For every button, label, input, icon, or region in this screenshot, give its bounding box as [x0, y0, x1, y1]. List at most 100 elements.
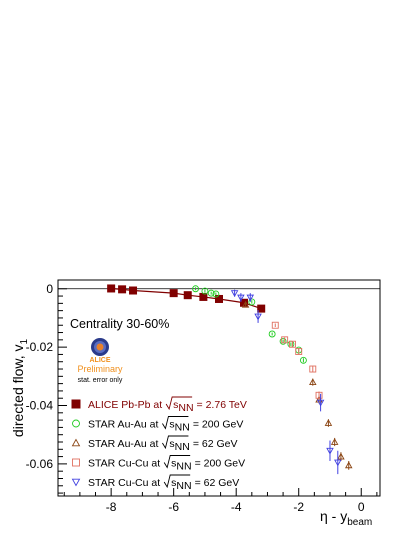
data-point: [344, 461, 353, 469]
data-point: [199, 292, 208, 301]
data-point: [330, 438, 339, 445]
data-point: [257, 304, 266, 313]
data-point: [192, 285, 200, 293]
x-tick-label: 0: [358, 500, 365, 514]
legend-energy: = 2.76 TeV: [197, 399, 247, 411]
y-tick-label: -0.02: [26, 340, 54, 354]
legend-energy: = 62 GeV: [195, 477, 240, 489]
legend-sqrt-subscript: NN: [175, 441, 190, 453]
x-tick-label: -8: [106, 500, 117, 514]
y-tick-label: 0: [46, 282, 53, 296]
sqrt-sign-icon: [163, 474, 191, 489]
data-point: [337, 452, 345, 460]
legend-label: STAR Au-Au at: [88, 438, 159, 450]
legend-label: STAR Cu-Cu at: [88, 477, 160, 489]
data-point: [169, 289, 178, 298]
data-point: [254, 313, 262, 321]
y-tick-label: -0.06: [26, 457, 54, 471]
data-point: [268, 330, 276, 338]
data-point: [240, 298, 249, 307]
legend-label: STAR Cu-Cu at: [88, 458, 160, 470]
data-point: [215, 294, 223, 303]
legend-sqrt-symbol: s: [169, 438, 174, 450]
series: [241, 300, 353, 470]
data-point: [71, 478, 81, 487]
data-point: [281, 336, 289, 344]
sqrt-sign-icon: [163, 455, 191, 469]
data-point: [316, 399, 325, 407]
y-tick-label: -0.04: [26, 399, 54, 413]
data-point: [118, 285, 127, 294]
legend-sqrt-subscript: NN: [176, 480, 191, 492]
data-point: [230, 290, 239, 298]
alice-logo-core: [96, 343, 104, 351]
legend-sqrt-symbol: s: [169, 419, 174, 431]
centrality-annotation: Centrality 30-60%: [70, 317, 169, 331]
alice-logo-text: ALICE: [90, 357, 111, 364]
legend-sqrt-subscript: NN: [178, 402, 193, 414]
series: [230, 289, 342, 475]
data-point: [315, 391, 323, 399]
data-point: [72, 419, 80, 428]
data-point: [71, 438, 81, 447]
legend-energy: = 62 GeV: [193, 438, 238, 450]
data-point: [72, 458, 80, 467]
data-point: [295, 348, 303, 355]
x-tick-label: -2: [293, 500, 304, 514]
sqrt-sign-icon: [165, 396, 193, 411]
data-point: [299, 356, 307, 364]
legend-entry: STAR Au-Au at s NN = 200 GeV: [72, 416, 244, 434]
plot-frame: [57, 279, 381, 497]
data-point: [326, 447, 334, 455]
data-point: [237, 294, 245, 302]
legend-sqrt-symbol: s: [173, 399, 178, 411]
data-point: [212, 290, 220, 298]
legend-entry: STAR Au-Au at s NN = 62 GeV: [71, 435, 238, 453]
x-axis-label: η - ybeam: [320, 508, 372, 528]
series: [271, 321, 323, 400]
data-point: [71, 399, 81, 409]
data-point: [129, 286, 138, 295]
legend-label: ALICE Pb-Pb at: [88, 399, 162, 411]
data-point: [309, 365, 317, 373]
data-point: [107, 284, 116, 293]
data-point: [241, 300, 250, 308]
data-point: [271, 321, 279, 329]
x-tick-label: -6: [168, 500, 179, 514]
series-layer: [107, 284, 353, 475]
sqrt-sign-icon: [162, 416, 189, 430]
y-axis-label: directed flow, v1: [10, 338, 30, 437]
data-point: [248, 298, 256, 306]
legend-sqrt-symbol: s: [171, 458, 176, 470]
data-point: [324, 419, 333, 426]
legend-label: STAR Au-Au at: [88, 419, 159, 431]
preliminary-label: Preliminary: [77, 364, 123, 374]
data-point: [183, 291, 192, 300]
alice-logo: [91, 338, 109, 356]
data-point: [289, 340, 296, 348]
data-point: [309, 378, 317, 386]
data-point: [207, 289, 215, 297]
legend-entry: STAR Cu-Cu at s NN = 200 GeV: [72, 455, 246, 473]
legend-entry: ALICE Pb-Pb at s NN = 2.76 TeV: [71, 396, 247, 414]
sqrt-sign-icon: [162, 435, 189, 450]
legend-sqrt-symbol: s: [171, 477, 176, 489]
x-axis-label-main: η - y: [320, 508, 347, 524]
data-point: [201, 287, 209, 295]
x-axis-label-sub: beam: [347, 517, 372, 528]
legend-energy: = 200 GeV: [193, 419, 244, 431]
legend-energy: = 200 GeV: [195, 458, 246, 470]
series: [107, 284, 266, 313]
data-point: [334, 459, 342, 467]
legend-sqrt-subscript: NN: [175, 422, 190, 434]
stat-error-note: stat. error only: [78, 377, 123, 384]
y-axis-label-main: directed flow, v: [10, 344, 26, 437]
data-point: [246, 294, 255, 302]
data-point: [279, 337, 287, 345]
axis-ticks: -8 -6 -4 -2 0 0 -0.02 -0.04 -0.06: [26, 282, 378, 514]
legend-sqrt-subscript: NN: [176, 461, 191, 473]
x-tick-label: -4: [231, 500, 242, 514]
y-axis-label-sub: 1: [19, 338, 30, 344]
